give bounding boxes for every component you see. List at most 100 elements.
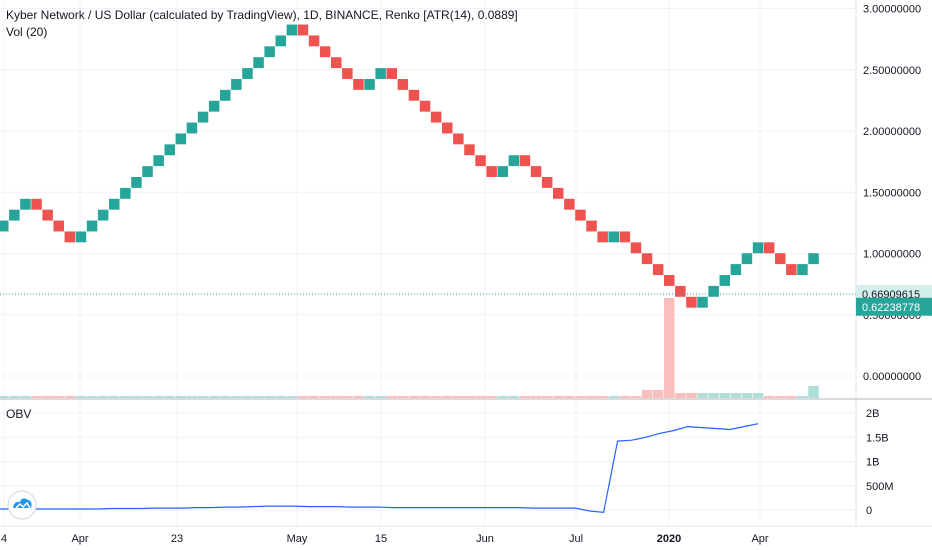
renko-brick xyxy=(86,220,98,232)
renko-brick xyxy=(75,231,87,243)
volume-bar xyxy=(553,396,564,398)
time-axis-ticks: 4 Apr 23 May 15 Jun Jul 2020 Apr xyxy=(1,533,769,545)
volume-bar xyxy=(97,396,109,398)
renko-brick xyxy=(475,155,486,167)
renko-brick xyxy=(308,35,320,47)
volume-bar xyxy=(475,396,486,398)
volume-bar xyxy=(597,396,608,398)
volume-bar xyxy=(686,393,697,398)
time-tick-label: Jun xyxy=(476,533,494,545)
volume-bar xyxy=(275,396,286,398)
renko-brick xyxy=(153,155,164,167)
volume-bar xyxy=(741,393,753,398)
volume-bar xyxy=(464,396,475,398)
renko-brick xyxy=(697,296,708,308)
volume-bar xyxy=(486,396,497,398)
renko-brick xyxy=(220,89,231,101)
renko-brick xyxy=(564,198,575,210)
volume-bar xyxy=(297,396,309,398)
renko-brick xyxy=(686,296,697,308)
renko-brick xyxy=(208,100,220,112)
renko-brick xyxy=(586,220,597,232)
volume-bar xyxy=(652,390,664,398)
volume-bar xyxy=(508,396,520,398)
volume-bar xyxy=(342,396,353,398)
volume-bar xyxy=(319,396,331,398)
renko-brick xyxy=(630,242,642,254)
volume-bar xyxy=(75,396,87,398)
renko-brick xyxy=(730,264,742,276)
volume-bar xyxy=(153,396,164,398)
renko-brick xyxy=(519,155,531,167)
renko-brick xyxy=(0,220,9,232)
renko-brick xyxy=(286,24,298,36)
volume-bar xyxy=(664,298,675,398)
volume-bar xyxy=(253,396,264,398)
obv-tick-label: 1B xyxy=(866,457,879,469)
volume-bar xyxy=(42,396,53,398)
obv-axis-ticks: 2B 1.5B 1B 500M 0 xyxy=(866,408,894,517)
renko-brick xyxy=(53,220,64,232)
renko-bricks xyxy=(0,24,819,308)
volume-bar xyxy=(20,396,31,398)
volume-bar xyxy=(0,396,9,398)
renko-brick xyxy=(675,285,686,297)
renko-brick xyxy=(186,122,198,134)
renko-brick xyxy=(397,78,409,90)
volume-bar xyxy=(364,396,375,398)
volume-bar xyxy=(164,396,175,398)
volume-bar xyxy=(430,396,442,398)
volume-bar xyxy=(619,396,631,398)
obv-line xyxy=(0,423,759,514)
renko-brick xyxy=(464,144,475,156)
renko-brick xyxy=(763,242,775,254)
volume-bar xyxy=(697,393,708,398)
renko-brick xyxy=(708,285,719,297)
renko-brick xyxy=(786,264,797,276)
time-tick-label: 23 xyxy=(171,533,183,545)
close-price-tag: 0.62238778 xyxy=(862,302,920,314)
price-tick-label: 0.00000000 xyxy=(863,371,921,383)
renko-brick xyxy=(530,166,542,177)
volume-bar xyxy=(630,396,642,398)
renko-brick xyxy=(408,89,420,101)
volume-bar xyxy=(331,396,342,398)
renko-brick xyxy=(319,46,331,58)
volume-bar xyxy=(719,393,730,398)
price-axis-ticks: 3.00000000 2.50000000 2.00000000 1.50000000… xyxy=(863,4,921,384)
volume-bar xyxy=(186,396,198,398)
volume-bar xyxy=(308,396,320,398)
volume-bar xyxy=(31,396,42,398)
renko-brick xyxy=(20,198,31,210)
renko-brick xyxy=(719,275,730,286)
renko-brick xyxy=(486,166,497,177)
volume-bar xyxy=(519,396,531,398)
volume-bar xyxy=(231,396,242,398)
renko-brick xyxy=(109,198,120,210)
volume-bar xyxy=(808,386,819,398)
renko-brick xyxy=(375,68,386,79)
volume-bars xyxy=(0,298,819,398)
renko-brick xyxy=(42,209,53,221)
volume-bar xyxy=(419,396,431,398)
renko-brick xyxy=(664,275,675,286)
axes xyxy=(0,0,932,527)
renko-brick xyxy=(9,209,20,221)
volume-bar xyxy=(242,396,253,398)
renko-brick xyxy=(386,68,397,79)
renko-brick xyxy=(597,231,608,243)
obv-legend: OBV xyxy=(6,407,32,421)
volume-bar xyxy=(408,396,420,398)
renko-brick xyxy=(31,198,42,210)
renko-brick xyxy=(142,166,153,177)
obv-tick-label: 1.5B xyxy=(866,432,889,444)
volume-bar xyxy=(397,396,409,398)
renko-brick xyxy=(164,144,175,156)
volume-bar xyxy=(175,396,187,398)
renko-brick xyxy=(652,264,664,276)
renko-brick xyxy=(364,78,375,90)
volume-bar xyxy=(442,396,453,398)
volume-bar xyxy=(752,393,764,398)
renko-brick xyxy=(775,253,786,265)
